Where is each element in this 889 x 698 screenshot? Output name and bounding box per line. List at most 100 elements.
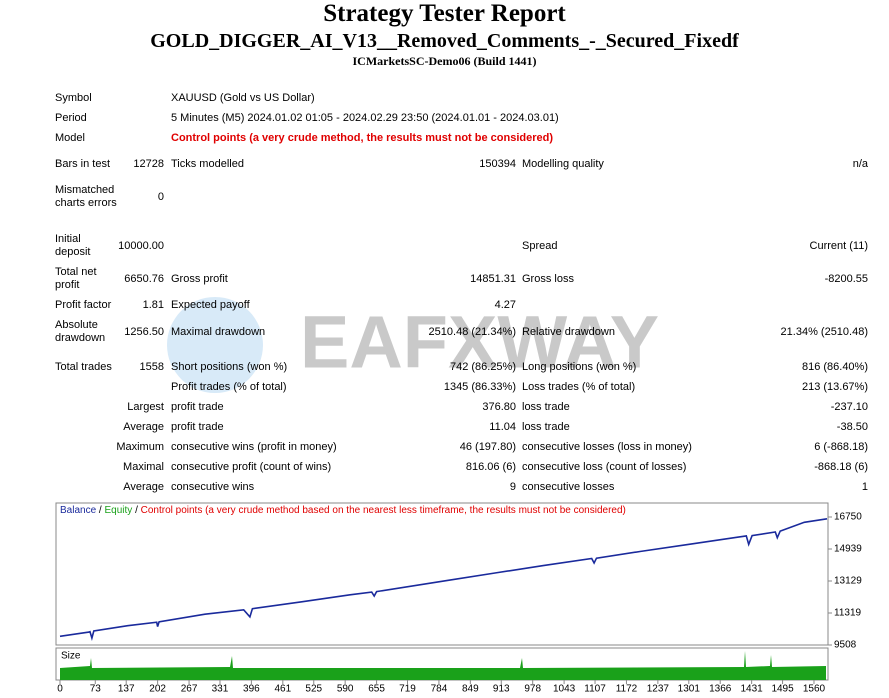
x-tick-label: 849	[462, 684, 479, 695]
legend-separator: /	[135, 505, 138, 516]
x-tick-label: 1237	[647, 684, 670, 695]
server: ICMarketsSC-Demo06 (Build 1441)	[352, 54, 537, 68]
x-tick-label: 1107	[584, 684, 606, 695]
row-value: XAUUSD (Gold vs US Dollar)	[171, 92, 315, 104]
legend: Balance / Equity / Control points (a ver…	[60, 505, 626, 516]
value: 12728	[133, 158, 164, 170]
label: Spread	[522, 240, 558, 252]
value: 1256.50	[124, 326, 164, 338]
x-tick-label: 137	[118, 684, 135, 695]
y-tick-label: 11319	[834, 608, 862, 619]
x-tick-label: 461	[274, 684, 291, 695]
label: consecutive wins	[171, 481, 255, 493]
label: Maximal drawdown	[171, 326, 266, 338]
label: Ticks modelled	[171, 158, 244, 170]
label: consecutive profit (count of wins)	[171, 461, 332, 473]
label: Loss trades (% of total)	[522, 381, 636, 393]
row-label: Bars in test	[55, 157, 111, 170]
plot-frame	[55, 502, 829, 646]
watermark-logo	[167, 297, 263, 393]
size-area	[60, 651, 826, 680]
row-value: 5 Minutes (M5) 2024.01.02 01:05 - 2024.0…	[171, 112, 559, 124]
x-tick-label: 1431	[741, 684, 764, 695]
x-tick-label: 1495	[771, 684, 794, 695]
value: 46 (197.80)	[459, 441, 516, 453]
value: -868.18 (6)	[814, 461, 868, 473]
value: 11.04	[489, 421, 516, 433]
row-warning: Control points (a very crude method, the…	[171, 132, 553, 144]
x-tick-label: 267	[181, 684, 198, 695]
value: 816.06 (6)	[465, 461, 516, 473]
row-label: Initial deposit	[55, 233, 91, 258]
row-label: Period	[55, 111, 87, 124]
row-label: Absolute drawdown	[55, 319, 106, 344]
label: profit trade	[171, 421, 224, 433]
x-tick-label: 655	[368, 684, 385, 695]
legend-equity: Equity	[104, 505, 132, 516]
value: 1.81	[142, 299, 164, 311]
value: 376.80	[482, 401, 516, 413]
value: -237.10	[830, 401, 868, 413]
value: n/a	[852, 158, 868, 170]
x-tick-label: 784	[431, 684, 448, 695]
label: Long positions (won %)	[522, 361, 637, 373]
x-tick-label: 396	[243, 684, 260, 695]
watermark: EAFXWAY	[300, 301, 659, 384]
x-tick-label: 1172	[616, 684, 638, 695]
label: consecutive losses (loss in money)	[522, 441, 692, 453]
x-tick-label: 719	[399, 684, 416, 695]
value: 4.27	[494, 299, 516, 311]
row-label: Total trades	[55, 360, 112, 373]
x-tick-label: 913	[493, 684, 510, 695]
y-tick-label: 9508	[834, 640, 857, 651]
x-tick-label: 1043	[553, 684, 576, 695]
x-tick-label: 978	[524, 684, 541, 695]
label: profit trade	[171, 401, 224, 413]
legend-note: Control points (a very crude method base…	[141, 505, 626, 516]
row-label: Average	[123, 481, 164, 493]
value: 0	[157, 191, 164, 203]
y-tick-label: 16750	[834, 512, 862, 523]
x-tick-label: 1560	[803, 684, 826, 695]
row-label: Maximum	[116, 441, 164, 453]
label: Modelling quality	[522, 158, 604, 170]
value: 6 (-868.18)	[814, 441, 868, 453]
x-tick-label: 202	[149, 684, 166, 695]
value: -38.50	[836, 421, 868, 433]
value: 21.34% (2510.48)	[780, 326, 868, 338]
value: 10000.00	[118, 240, 164, 252]
title: Strategy Tester Report	[323, 0, 566, 27]
x-tick-label: 590	[337, 684, 354, 695]
legend-separator: /	[99, 505, 102, 516]
value: 742 (86.25%)	[449, 361, 516, 373]
value: 9	[509, 481, 516, 493]
label: Profit trades (% of total)	[171, 381, 287, 393]
y-tick-label: 13129	[834, 576, 862, 587]
row-label: Symbol	[55, 91, 92, 104]
row-label: Mismatched charts errors	[55, 184, 117, 209]
label: consecutive loss (count of losses)	[522, 461, 687, 473]
value: -8200.55	[824, 273, 868, 285]
label: Expected payoff	[171, 299, 250, 311]
label: Gross profit	[171, 273, 228, 285]
value: 2510.48 (21.34%)	[428, 326, 516, 338]
label: Short positions (won %)	[171, 361, 288, 373]
x-tick-label: 0	[57, 684, 63, 695]
x-tick-label: 331	[212, 684, 229, 695]
value: 1345 (86.33%)	[443, 381, 516, 393]
subtitle: GOLD_DIGGER_AI_V13__Removed_Comments_-_S…	[150, 30, 739, 52]
value: 6650.76	[124, 273, 164, 285]
value: 816 (86.40%)	[801, 361, 868, 373]
x-tick-label: 73	[90, 684, 102, 695]
label: loss trade	[522, 401, 570, 413]
x-tick-label: 1301	[678, 684, 701, 695]
label: Relative drawdown	[522, 326, 615, 338]
value: Current (11)	[809, 240, 868, 252]
x-tick-label: 1366	[709, 684, 732, 695]
value: 1	[861, 481, 868, 493]
row-label: Largest	[127, 401, 164, 413]
row-label: Profit factor	[55, 298, 112, 311]
value: 14851.31	[470, 273, 516, 285]
row-label: Average	[123, 421, 164, 433]
